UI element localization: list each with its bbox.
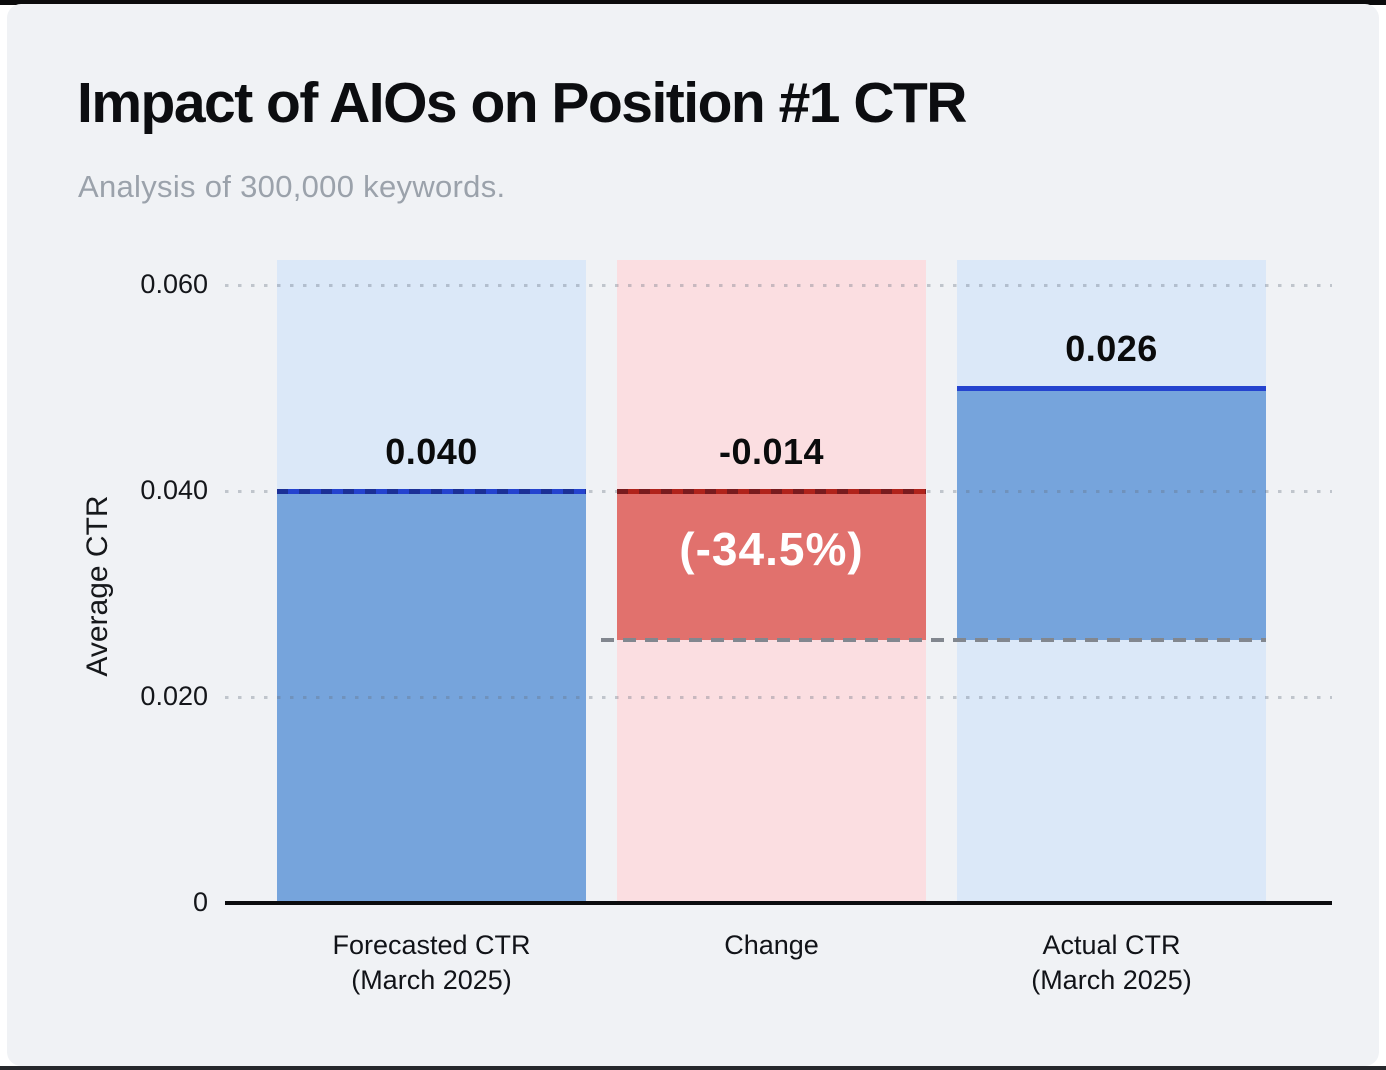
y-tick-label: 0 — [192, 887, 208, 917]
gridline — [225, 695, 1332, 699]
bar-top-line — [617, 488, 926, 494]
x-category-label: Change — [572, 928, 971, 963]
x-category-label-line: Forecasted CTR — [332, 930, 531, 960]
waterfall-connector-line — [601, 638, 1266, 643]
x-category-label-line: (March 2025) — [1031, 965, 1192, 995]
bottom-edge-strip — [0, 1066, 1386, 1070]
bar-segment — [617, 491, 926, 641]
x-category-label-line: Actual CTR — [1042, 930, 1181, 960]
chart-subtitle: Analysis of 300,000 keywords. — [78, 169, 506, 204]
x-category-label-line: Change — [724, 930, 819, 960]
x-category-label: Forecasted CTR (March 2025) — [232, 928, 631, 998]
bar-percent-label: (-34.5%) — [679, 523, 864, 575]
bar-segment — [957, 388, 1266, 641]
bar-value-label: 0.026 — [1065, 327, 1158, 369]
bar-segment — [277, 491, 586, 903]
bar-top-line — [957, 385, 1266, 391]
y-tick-label: 0.040 — [140, 475, 208, 505]
y-tick-label: 0.060 — [140, 269, 208, 299]
y-tick-label: 0.020 — [140, 681, 208, 711]
chart-title: Impact of AIOs on Position #1 CTR — [77, 71, 967, 135]
x-axis-line — [225, 901, 1332, 905]
bar-value-label: -0.014 — [718, 430, 825, 472]
top-edge-strip — [0, 0, 1386, 5]
x-category-label-line: (March 2025) — [351, 965, 512, 995]
bar-top-line — [277, 488, 586, 494]
bar-value-label: 0.040 — [385, 430, 478, 472]
x-category-label: Actual CTR (March 2025) — [912, 928, 1311, 998]
gridline — [225, 283, 1332, 287]
